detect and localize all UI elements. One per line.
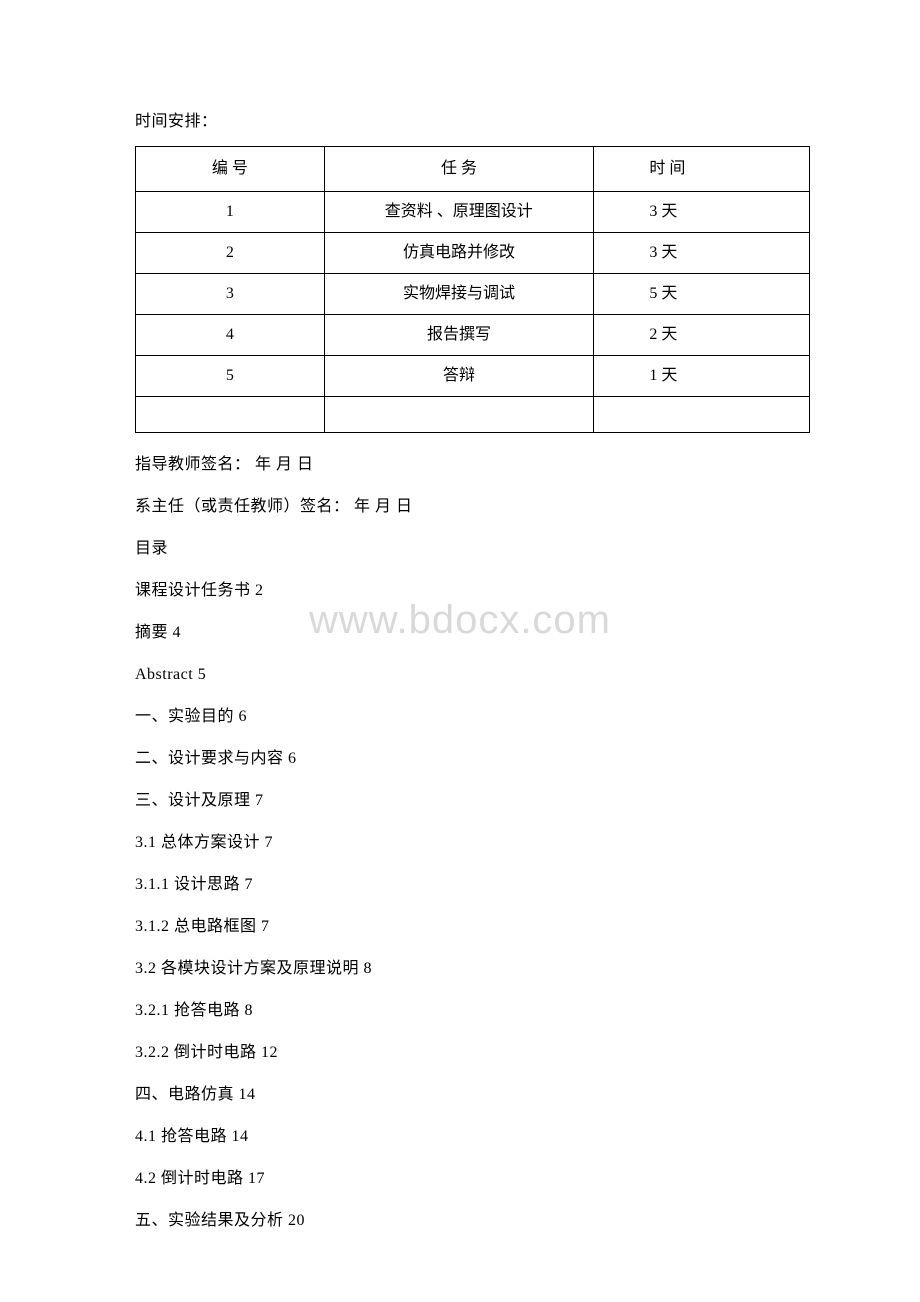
cell-time: 5 天 [594,274,810,315]
cell-num: 4 [136,315,325,356]
header-col2: 任 务 [324,147,594,192]
table-row: 4 报告撰写 2 天 [136,315,810,356]
empty-cell [324,397,594,433]
body-line: 3.2 各模块设计方案及原理说明 8 [135,957,810,981]
body-line: Abstract 5 [135,663,810,687]
body-line: 课程设计任务书 2 [135,579,810,603]
cell-task: 答辩 [324,356,594,397]
table-empty-row [136,397,810,433]
header-col1: 编 号 [136,147,325,192]
body-line: 3.1.1 设计思路 7 [135,873,810,897]
cell-time: 3 天 [594,233,810,274]
body-line: 三、设计及原理 7 [135,789,810,813]
body-line: 指导教师签名： 年 月 日 [135,453,810,477]
cell-time: 1 天 [594,356,810,397]
cell-task: 仿真电路并修改 [324,233,594,274]
body-line: 四、电路仿真 14 [135,1083,810,1107]
body-line: 摘要 4 [135,621,810,645]
empty-cell [136,397,325,433]
body-line: 3.2.1 抢答电路 8 [135,999,810,1023]
body-line: 3.2.2 倒计时电路 12 [135,1041,810,1065]
cell-time: 3 天 [594,192,810,233]
body-line: 4.2 倒计时电路 17 [135,1167,810,1191]
body-line: 五、实验结果及分析 20 [135,1209,810,1233]
schedule-table: 编 号 任 务 时 间 1 查资料 、原理图设计 3 天 2 仿真电路并修改 3… [135,146,810,433]
empty-cell [594,397,810,433]
cell-task: 报告撰写 [324,315,594,356]
table-header-row: 编 号 任 务 时 间 [136,147,810,192]
body-line: 系主任（或责任教师）签名： 年 月 日 [135,495,810,519]
intro-line: 时间安排： [135,110,810,134]
body-line: 二、设计要求与内容 6 [135,747,810,771]
cell-num: 3 [136,274,325,315]
document-content: 时间安排： 编 号 任 务 时 间 1 查资料 、原理图设计 3 天 2 仿真电… [135,110,810,1233]
header-col3: 时 间 [594,147,810,192]
body-line: 3.1 总体方案设计 7 [135,831,810,855]
body-line: 目录 [135,537,810,561]
table-row: 2 仿真电路并修改 3 天 [136,233,810,274]
cell-task: 实物焊接与调试 [324,274,594,315]
cell-task: 查资料 、原理图设计 [324,192,594,233]
body-line: 一、实验目的 6 [135,705,810,729]
table-row: 1 查资料 、原理图设计 3 天 [136,192,810,233]
table-row: 5 答辩 1 天 [136,356,810,397]
body-line: 3.1.2 总电路框图 7 [135,915,810,939]
cell-time: 2 天 [594,315,810,356]
cell-num: 1 [136,192,325,233]
body-line: 4.1 抢答电路 14 [135,1125,810,1149]
cell-num: 5 [136,356,325,397]
cell-num: 2 [136,233,325,274]
table-row: 3 实物焊接与调试 5 天 [136,274,810,315]
